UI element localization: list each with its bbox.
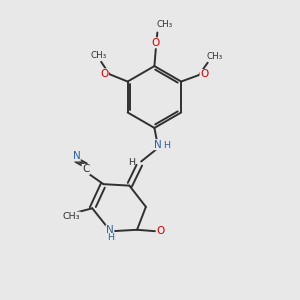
Text: C: C (82, 164, 89, 174)
Text: N: N (154, 140, 162, 150)
Text: N: N (73, 151, 80, 161)
Text: CH₃: CH₃ (207, 52, 223, 61)
Text: O: O (100, 69, 109, 79)
Text: H: H (128, 158, 135, 166)
Text: H: H (163, 141, 170, 150)
Text: H: H (107, 233, 114, 242)
Text: N: N (106, 225, 114, 235)
Text: O: O (200, 70, 208, 80)
Text: CH₃: CH₃ (63, 212, 80, 221)
Text: O: O (152, 38, 160, 48)
Text: CH₃: CH₃ (90, 51, 106, 60)
Text: CH₃: CH₃ (157, 20, 173, 29)
Text: O: O (156, 226, 164, 236)
